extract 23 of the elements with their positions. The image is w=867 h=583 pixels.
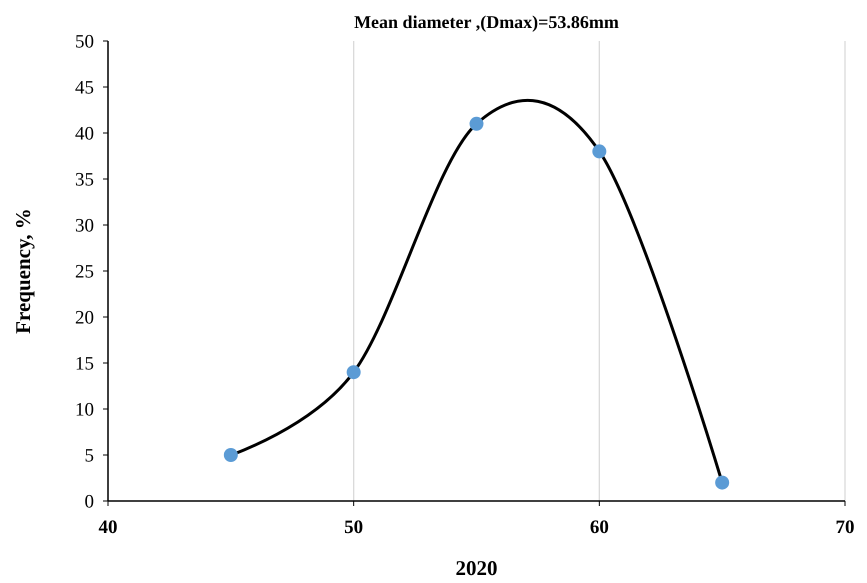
y-axis-title: Frequency, % [11, 208, 35, 334]
y-tick-label: 45 [75, 78, 94, 99]
y-tick-label: 15 [75, 354, 94, 375]
point [346, 365, 361, 380]
x-tick-label: 40 [98, 517, 118, 538]
point [224, 448, 238, 462]
y-tick-label: 10 [75, 400, 94, 421]
x-tick-label: 50 [344, 517, 364, 538]
x-axis-title: 2020 [456, 556, 498, 580]
y-tick-label: 25 [75, 262, 94, 283]
point [715, 476, 730, 490]
x-tick-label: 70 [836, 517, 854, 538]
y-tick-label: 5 [84, 446, 94, 467]
y-tick-label: 50 [75, 32, 94, 53]
y-tick-label: 35 [75, 170, 94, 191]
y-tick-label: 20 [75, 308, 94, 329]
x-tick-label: 60 [590, 517, 609, 538]
y-tick-label: 30 [75, 216, 94, 237]
chart-title: Mean diameter ,(Dmax)=53.86mm [354, 12, 619, 32]
y-tick-label: 0 [84, 492, 94, 513]
point [592, 144, 606, 158]
y-tick-label: 40 [75, 124, 94, 145]
point [470, 116, 484, 131]
